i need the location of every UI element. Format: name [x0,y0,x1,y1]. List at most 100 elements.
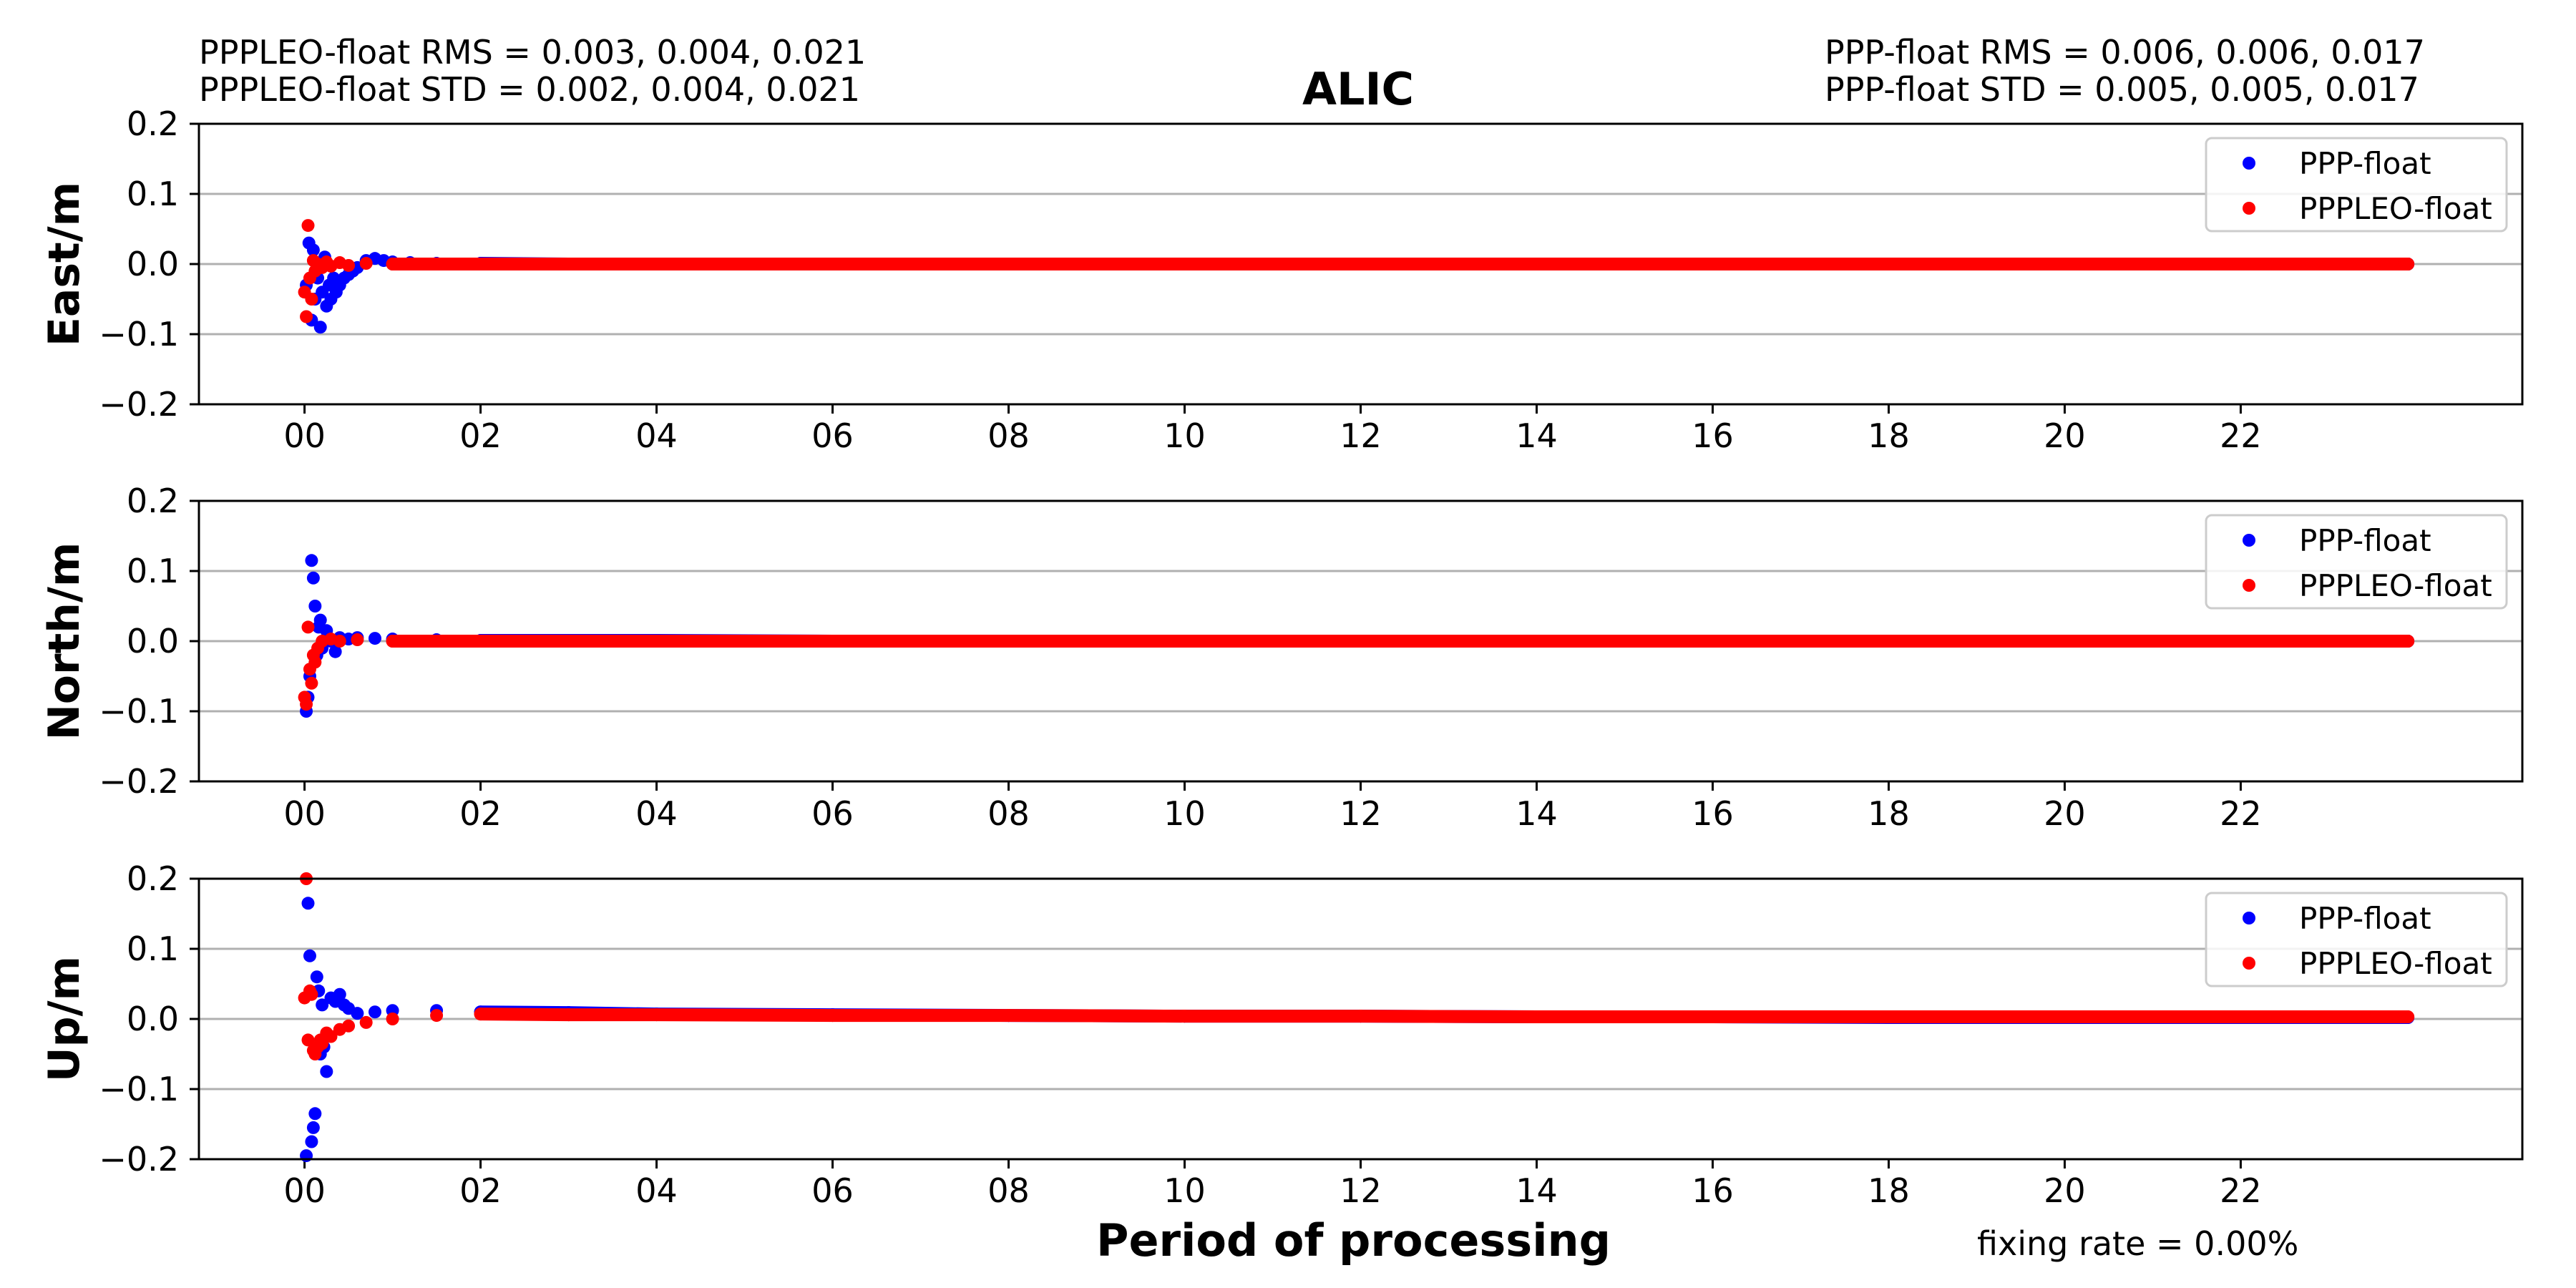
x-tick-label: 20 [2044,416,2086,455]
x-tick-label: 10 [1163,416,1206,455]
y-tick-label: 0.1 [127,175,179,213]
data-point [368,632,381,645]
x-tick-label: 14 [1516,1171,1558,1210]
data-point [333,987,346,1001]
x-tick-label: 02 [459,416,502,455]
data-point [342,258,356,272]
legend-box [2205,137,2508,233]
y-tick-label: −0.2 [99,385,179,424]
axes-frame [197,499,2524,783]
y-axis-label: Up/m [39,956,89,1082]
legend-label: PPP-float [2299,523,2431,558]
data-point [305,676,318,690]
x-tick-label: 20 [2044,794,2086,833]
legend-box [2205,892,2508,987]
data-point [301,620,315,634]
x-tick-label: 12 [1340,1171,1382,1210]
panel-2: −0.2 −0.1 0.0 0.1 0.2 00 02 04 06 08 10 12 14 16 18 20 2… [39,482,2524,833]
y-tick-label: −0.1 [99,315,179,353]
data-point [300,310,313,323]
x-tick-label: 14 [1516,416,1558,455]
data-point [316,1037,329,1050]
x-tick-label: 10 [1163,1171,1206,1210]
x-tick-label: 22 [2220,416,2262,455]
x-tick-label: 00 [283,416,326,455]
y-tick-label: 0.0 [127,245,179,283]
data-point [301,1033,315,1047]
legend-marker [2243,534,2255,547]
series-pppleo-float [298,872,2415,1060]
x-tick-label: 10 [1163,794,1206,833]
y-tick-label: 0.0 [127,622,179,660]
ppp-rms-text: PPP-float RMS = 0.006, 0.006, 0.017 [1825,33,2425,72]
x-tick-label: 18 [1868,1171,1910,1210]
y-tick-label: 0.2 [127,104,179,143]
series-ppp-float [300,897,2415,1163]
x-tick-label: 04 [635,1171,678,1210]
series-pppleo-float [298,620,2415,711]
legend-label: PPPLEO-float [2299,568,2492,603]
data-point [305,554,318,567]
data-point [2401,258,2415,270]
data-point [305,987,318,1001]
y-axis-label: East/m [39,182,89,346]
legend-marker [2243,157,2255,170]
legend-label: PPPLEO-float [2299,946,2492,981]
dense-point-band [1354,1010,1543,1024]
data-point [303,949,316,962]
data-point [342,1019,356,1033]
legend-label: PPP-float [2299,146,2431,181]
x-tick-label: 00 [283,1171,326,1210]
data-point [351,633,364,647]
x-tick-label: 16 [1692,794,1734,833]
y-tick-label: 0.2 [127,482,179,520]
x-tick-label: 08 [987,794,1030,833]
data-point [430,1009,444,1023]
data-point [301,897,315,910]
x-tick-label: 16 [1692,1171,1734,1210]
legend-label: PPP-float [2299,901,2431,936]
x-tick-label: 12 [1340,416,1382,455]
data-point [306,571,320,585]
data-point [320,1065,333,1078]
legend-label: PPPLEO-float [2299,191,2492,226]
data-point [333,635,346,648]
data-point [359,1015,373,1029]
data-point [351,1007,364,1020]
dense-point-band [474,1008,575,1022]
legend-marker [2243,579,2255,592]
y-axis-label: North/m [39,542,89,741]
x-tick-label: 12 [1340,794,1382,833]
data-point [305,1135,318,1148]
legend-marker [2243,912,2255,924]
dense-point-band [1002,1009,1191,1023]
axes-frame [197,122,2524,406]
x-tick-label: 00 [283,794,326,833]
data-point [310,970,323,984]
x-tick-label: 18 [1868,416,1910,455]
legend-box [2205,514,2508,610]
data-point [308,1107,322,1121]
x-tick-label: 06 [811,794,854,833]
data-point [386,1013,399,1025]
data-point [324,1030,338,1043]
x-tick-label: 02 [459,1171,502,1210]
legend-marker [2243,957,2255,970]
x-tick-label: 04 [635,794,678,833]
panel-1: −0.2 −0.1 0.0 0.1 0.2 00 02 04 06 08 10 12 14 16 18 20 2… [39,104,2524,455]
pppleo-std-text: PPPLEO-float STD = 0.002, 0.004, 0.021 [199,70,861,109]
chart-title: ALIC [1302,63,1415,115]
data-point [328,645,342,658]
x-tick-label: 08 [987,416,1030,455]
y-tick-label: −0.2 [99,762,179,801]
x-tick-label: 02 [459,794,502,833]
series-pppleo-float [298,219,2415,323]
data-point [2401,635,2415,648]
data-point [306,243,320,257]
data-point [308,600,322,613]
x-tick-label: 22 [2220,1171,2262,1210]
y-tick-label: 0.1 [127,552,179,590]
x-tick-label: 06 [811,416,854,455]
series-ppp-float [300,236,2415,334]
